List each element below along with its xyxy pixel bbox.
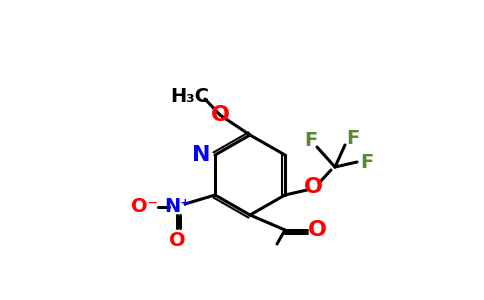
- Text: O: O: [211, 105, 229, 125]
- Text: F: F: [304, 131, 318, 151]
- Text: O: O: [303, 177, 322, 197]
- Text: H₃C: H₃C: [170, 88, 210, 106]
- Text: O⁻: O⁻: [131, 197, 157, 217]
- Text: O: O: [169, 230, 185, 250]
- Text: N⁺: N⁺: [164, 197, 190, 217]
- Text: F: F: [347, 130, 360, 148]
- Text: O: O: [307, 220, 327, 240]
- Text: F: F: [361, 152, 374, 172]
- Text: N: N: [192, 145, 210, 165]
